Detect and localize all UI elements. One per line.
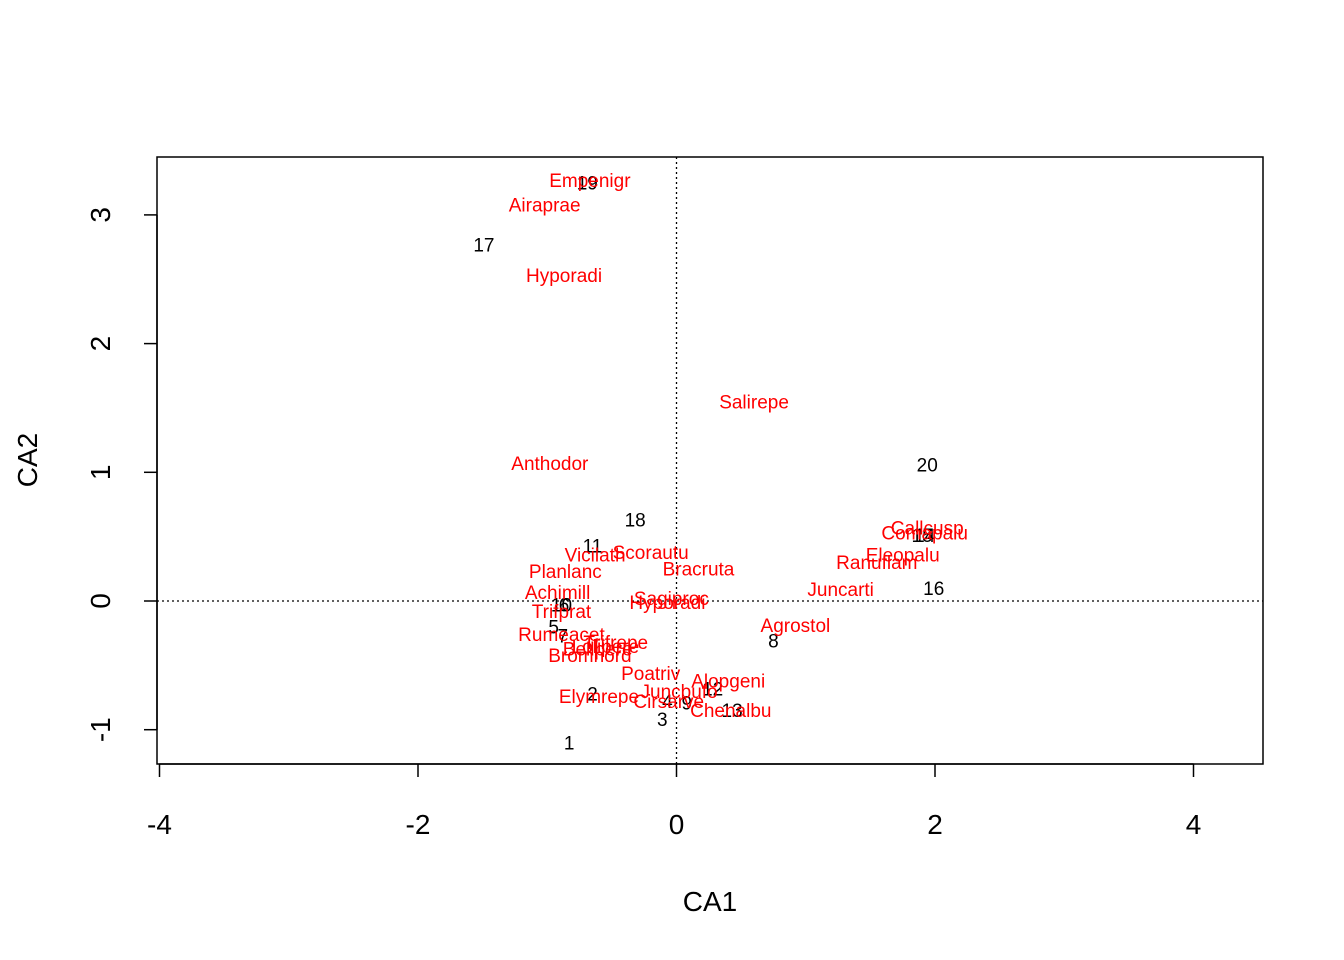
x-axis-title: CA1 [683, 886, 737, 917]
x-tick-label: 2 [927, 809, 943, 840]
site-label: 12 [702, 679, 723, 700]
site-label: 7 [557, 627, 568, 648]
site-label: 5 [548, 618, 559, 639]
site-label: 11 [583, 536, 603, 557]
species-label: Eleopalu [866, 545, 940, 566]
site-label: 6 [559, 596, 570, 617]
y-tick-label: 2 [85, 336, 116, 352]
species-label: Comapalu [881, 524, 968, 545]
species-label: Alopgeni [691, 672, 765, 693]
site-label: 3 [657, 710, 668, 731]
x-tick-label: -2 [406, 809, 431, 840]
site-label: 18 [625, 511, 646, 532]
species-label: Poatriv [621, 664, 681, 685]
y-tick-label: -1 [85, 717, 116, 742]
species-label: Juncarti [807, 580, 874, 601]
site-label: 1 [564, 733, 575, 754]
species-label: Planlanc [529, 562, 602, 583]
species-label: Chenalbu [690, 701, 771, 722]
species-label: Vicilath [565, 545, 626, 566]
x-tick-label: 0 [669, 809, 685, 840]
species-label: Hyporadi [526, 266, 602, 287]
species-label: Trifprat [532, 602, 592, 623]
site-label: 14 [914, 526, 936, 547]
species-label: Scorautu [613, 543, 689, 564]
site-label: 20 [917, 455, 938, 476]
species-label: Rumeacet [518, 625, 605, 646]
species-label: Lolipere [572, 637, 640, 658]
species-label: Callcusp [891, 518, 964, 539]
species-label: Bracruta [663, 560, 735, 581]
site-label: 13 [722, 701, 743, 722]
species-label: Trifrepe [583, 633, 648, 654]
site-label: 9 [682, 693, 693, 714]
species-label: Elymrepe [559, 687, 639, 708]
site-label: 10 [551, 596, 572, 617]
species-label: Sagiproc [634, 589, 709, 610]
y-tick-label: 0 [85, 593, 116, 609]
site-label: 2 [587, 684, 598, 705]
species-label: Salirepe [719, 392, 789, 413]
species-label: Airaprae [509, 195, 581, 216]
x-tick-label: 4 [1186, 809, 1202, 840]
y-tick-label: 1 [85, 465, 116, 481]
y-axis-title: CA2 [12, 433, 43, 487]
species-label: Ranuflam [836, 553, 917, 574]
site-label: 17 [473, 235, 494, 256]
site-label: 8 [768, 632, 779, 653]
site-label: 4 [662, 692, 673, 713]
y-tick-label: 3 [85, 207, 116, 223]
species-label: Cirsarve [633, 692, 704, 713]
site-label: 15 [912, 526, 933, 547]
species-label: Bellpere [563, 639, 633, 660]
species-label: Hyporadi [629, 593, 705, 614]
site-label: 16 [923, 579, 944, 600]
species-label: Anthodor [511, 454, 589, 475]
species-label: Juncbufo [641, 682, 718, 703]
species-label: Achimill [525, 583, 590, 604]
x-tick-label: -4 [147, 809, 172, 840]
species-label: Agrostol [761, 616, 831, 637]
species-label: Bromhord [548, 646, 631, 667]
species-label: Empenigr [549, 171, 631, 192]
site-label: 19 [577, 174, 598, 195]
